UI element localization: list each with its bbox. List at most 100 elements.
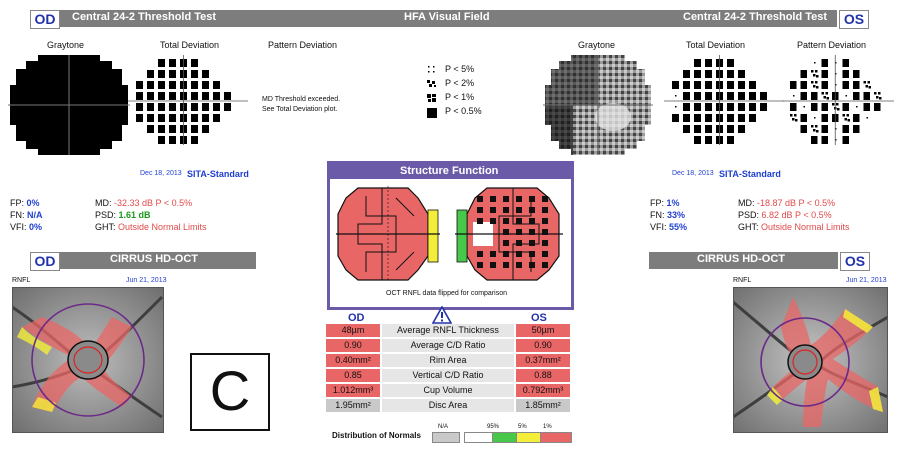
threshold-point <box>224 92 231 100</box>
threshold-point <box>158 81 165 89</box>
oct-od-rnfl-map <box>12 287 164 433</box>
header-bar <box>60 10 837 27</box>
od-strategy: SITA-Standard <box>187 169 249 179</box>
normals-5-label: 5% <box>518 424 527 430</box>
rnfl-table-row: 48µm Average RNFL Thickness 50µm <box>326 324 570 337</box>
od-total-deviation-grid <box>128 55 248 145</box>
threshold-point <box>727 92 734 100</box>
md-exceeded-line2: See Total Deviation plot. <box>262 106 338 113</box>
threshold-point <box>821 136 828 144</box>
threshold-point <box>158 103 165 111</box>
od-value-cell: 0.85 <box>326 369 380 382</box>
threshold-point <box>760 103 767 111</box>
threshold-point <box>683 92 690 100</box>
os-vfi: VFI: 55% <box>650 222 688 232</box>
os-pattern-dev-label: Pattern Deviation <box>797 40 867 50</box>
normals-yellow-swatch <box>516 432 542 443</box>
od-md: MD: -32.33 dB P < 0.5% <box>95 198 193 208</box>
threshold-point <box>683 103 690 111</box>
os-value-cell: 0.37mm² <box>516 354 570 367</box>
threshold-point <box>853 125 860 133</box>
threshold-point <box>191 81 198 89</box>
table-od-header: OD <box>348 312 365 324</box>
threshold-point <box>842 114 850 122</box>
threshold-point <box>213 81 220 89</box>
oct-os-rnfl-map <box>733 287 888 433</box>
sf-point <box>503 262 509 268</box>
oct-os-title-bar <box>649 252 838 269</box>
threshold-point <box>842 59 849 67</box>
threshold-point <box>821 81 828 89</box>
threshold-point <box>790 114 798 122</box>
sf-point <box>516 229 522 235</box>
structure-os-map <box>455 187 563 281</box>
od-value-cell: 48µm <box>326 324 380 337</box>
threshold-point <box>158 114 165 122</box>
threshold-point <box>738 70 745 78</box>
legend-p5-symbol <box>428 66 435 73</box>
sf-point <box>516 218 522 224</box>
threshold-point <box>705 114 712 122</box>
threshold-point <box>853 114 860 122</box>
threshold-point <box>213 92 220 100</box>
oct-os-label: OS <box>840 252 870 271</box>
threshold-point <box>832 103 840 111</box>
od-value-cell: 0.90 <box>326 339 380 352</box>
threshold-point <box>705 136 712 144</box>
os-value-cell: 0.90 <box>516 339 570 352</box>
threshold-point <box>675 106 677 108</box>
sf-point <box>542 240 548 246</box>
metric-label-cell: Average C/D Ratio <box>382 339 514 352</box>
od-value-cell: 0.40mm² <box>326 354 380 367</box>
threshold-point <box>191 92 198 100</box>
threshold-point <box>821 70 828 78</box>
threshold-point <box>694 136 701 144</box>
left-test-title: Central 24-2 Threshold Test <box>72 11 217 23</box>
sf-point <box>516 251 522 257</box>
metric-label-cell: Vertical C/D Ratio <box>382 369 514 382</box>
legend-p1-symbol <box>427 94 436 102</box>
threshold-point <box>202 125 209 133</box>
threshold-point <box>866 117 868 119</box>
threshold-point <box>738 92 745 100</box>
sf-point <box>529 251 535 257</box>
sf-point <box>477 262 483 268</box>
metric-label-cell: Cup Volume <box>382 384 514 397</box>
sf-point <box>503 218 509 224</box>
threshold-point <box>169 136 176 144</box>
sf-point <box>490 218 496 224</box>
oct-od-label: OD <box>30 252 60 271</box>
metric-label-cell: Rim Area <box>382 354 514 367</box>
threshold-point <box>683 114 690 122</box>
threshold-point <box>821 125 828 133</box>
threshold-point <box>191 114 198 122</box>
threshold-point <box>683 70 690 78</box>
threshold-point <box>814 117 816 119</box>
os-graytone-plot <box>543 55 653 155</box>
threshold-point <box>863 81 871 89</box>
threshold-point <box>800 114 807 122</box>
threshold-point <box>675 95 677 97</box>
threshold-point <box>202 70 209 78</box>
threshold-point <box>213 103 220 111</box>
os-test-date: Dec 18, 2013 <box>672 170 714 177</box>
threshold-point <box>800 125 807 133</box>
threshold-point <box>842 125 849 133</box>
normals-red-swatch <box>540 432 572 443</box>
threshold-point <box>738 125 745 133</box>
threshold-point <box>147 125 154 133</box>
normals-green-swatch <box>492 432 518 443</box>
normals-95-label: 95% <box>487 424 500 430</box>
oct-od-date: Jun 21, 2013 <box>126 277 167 284</box>
threshold-point <box>705 81 712 89</box>
threshold-point <box>169 59 176 67</box>
sf-point <box>516 262 522 268</box>
threshold-point <box>136 103 143 111</box>
sf-point <box>490 262 496 268</box>
threshold-point <box>213 114 220 122</box>
threshold-point <box>842 70 849 78</box>
oct-od-title-bar <box>60 252 256 269</box>
threshold-point <box>683 81 690 89</box>
sf-point <box>503 240 509 246</box>
threshold-point <box>811 103 818 111</box>
